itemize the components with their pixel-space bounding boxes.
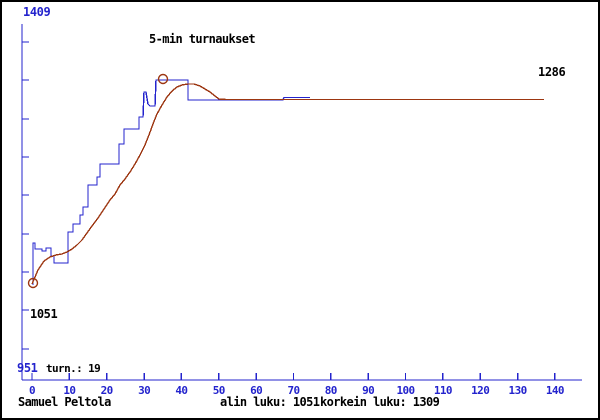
player-name: Samuel Peltola	[18, 395, 111, 409]
x-tick-label: 110	[433, 384, 453, 397]
x-tick-label: 100	[396, 384, 415, 397]
end-value-label: 1286	[538, 65, 566, 79]
x-tick-label: 130	[508, 384, 528, 397]
x-tick-label: 30	[138, 384, 151, 397]
x-tick-label: 20	[100, 384, 114, 397]
chart-title: 5-min turnaukset	[149, 32, 256, 46]
peak-point-circle	[157, 73, 169, 85]
start-value-label: 1051	[30, 307, 58, 321]
x-tick-label: 120	[471, 384, 490, 397]
start-point-circle	[27, 277, 39, 289]
turn-count-label: turn.: 19	[46, 362, 101, 375]
max-value-text: korkein luku: 1309	[320, 395, 440, 409]
x-tick-label: 90	[362, 384, 375, 397]
x-tick-label: 140	[545, 384, 565, 397]
x-tick-label: 40	[175, 384, 188, 397]
y-axis-top-label: 1409	[23, 5, 51, 19]
x-tick-label: 0	[28, 384, 36, 397]
x-tick-label: 60	[250, 384, 263, 397]
x-tick-labels: 0 10 20 30 40 50 60 70 80 90 100 110 120 130 140	[2, 384, 598, 399]
min-value-text: alin luku: 1051	[220, 395, 320, 409]
x-tick-label: 50	[212, 384, 226, 397]
x-tick-label: 70	[287, 384, 300, 397]
y-axis-bottom-label: 951	[17, 361, 38, 375]
tournament-rating-steps	[32, 79, 310, 285]
x-tick-label: 80	[324, 384, 338, 397]
x-tick-label: 10	[63, 384, 76, 397]
smoothed-rating-curve	[31, 83, 544, 285]
